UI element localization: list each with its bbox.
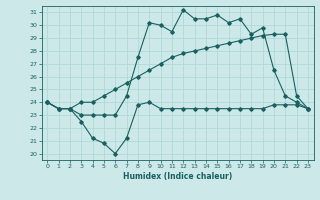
X-axis label: Humidex (Indice chaleur): Humidex (Indice chaleur) xyxy=(123,172,232,181)
